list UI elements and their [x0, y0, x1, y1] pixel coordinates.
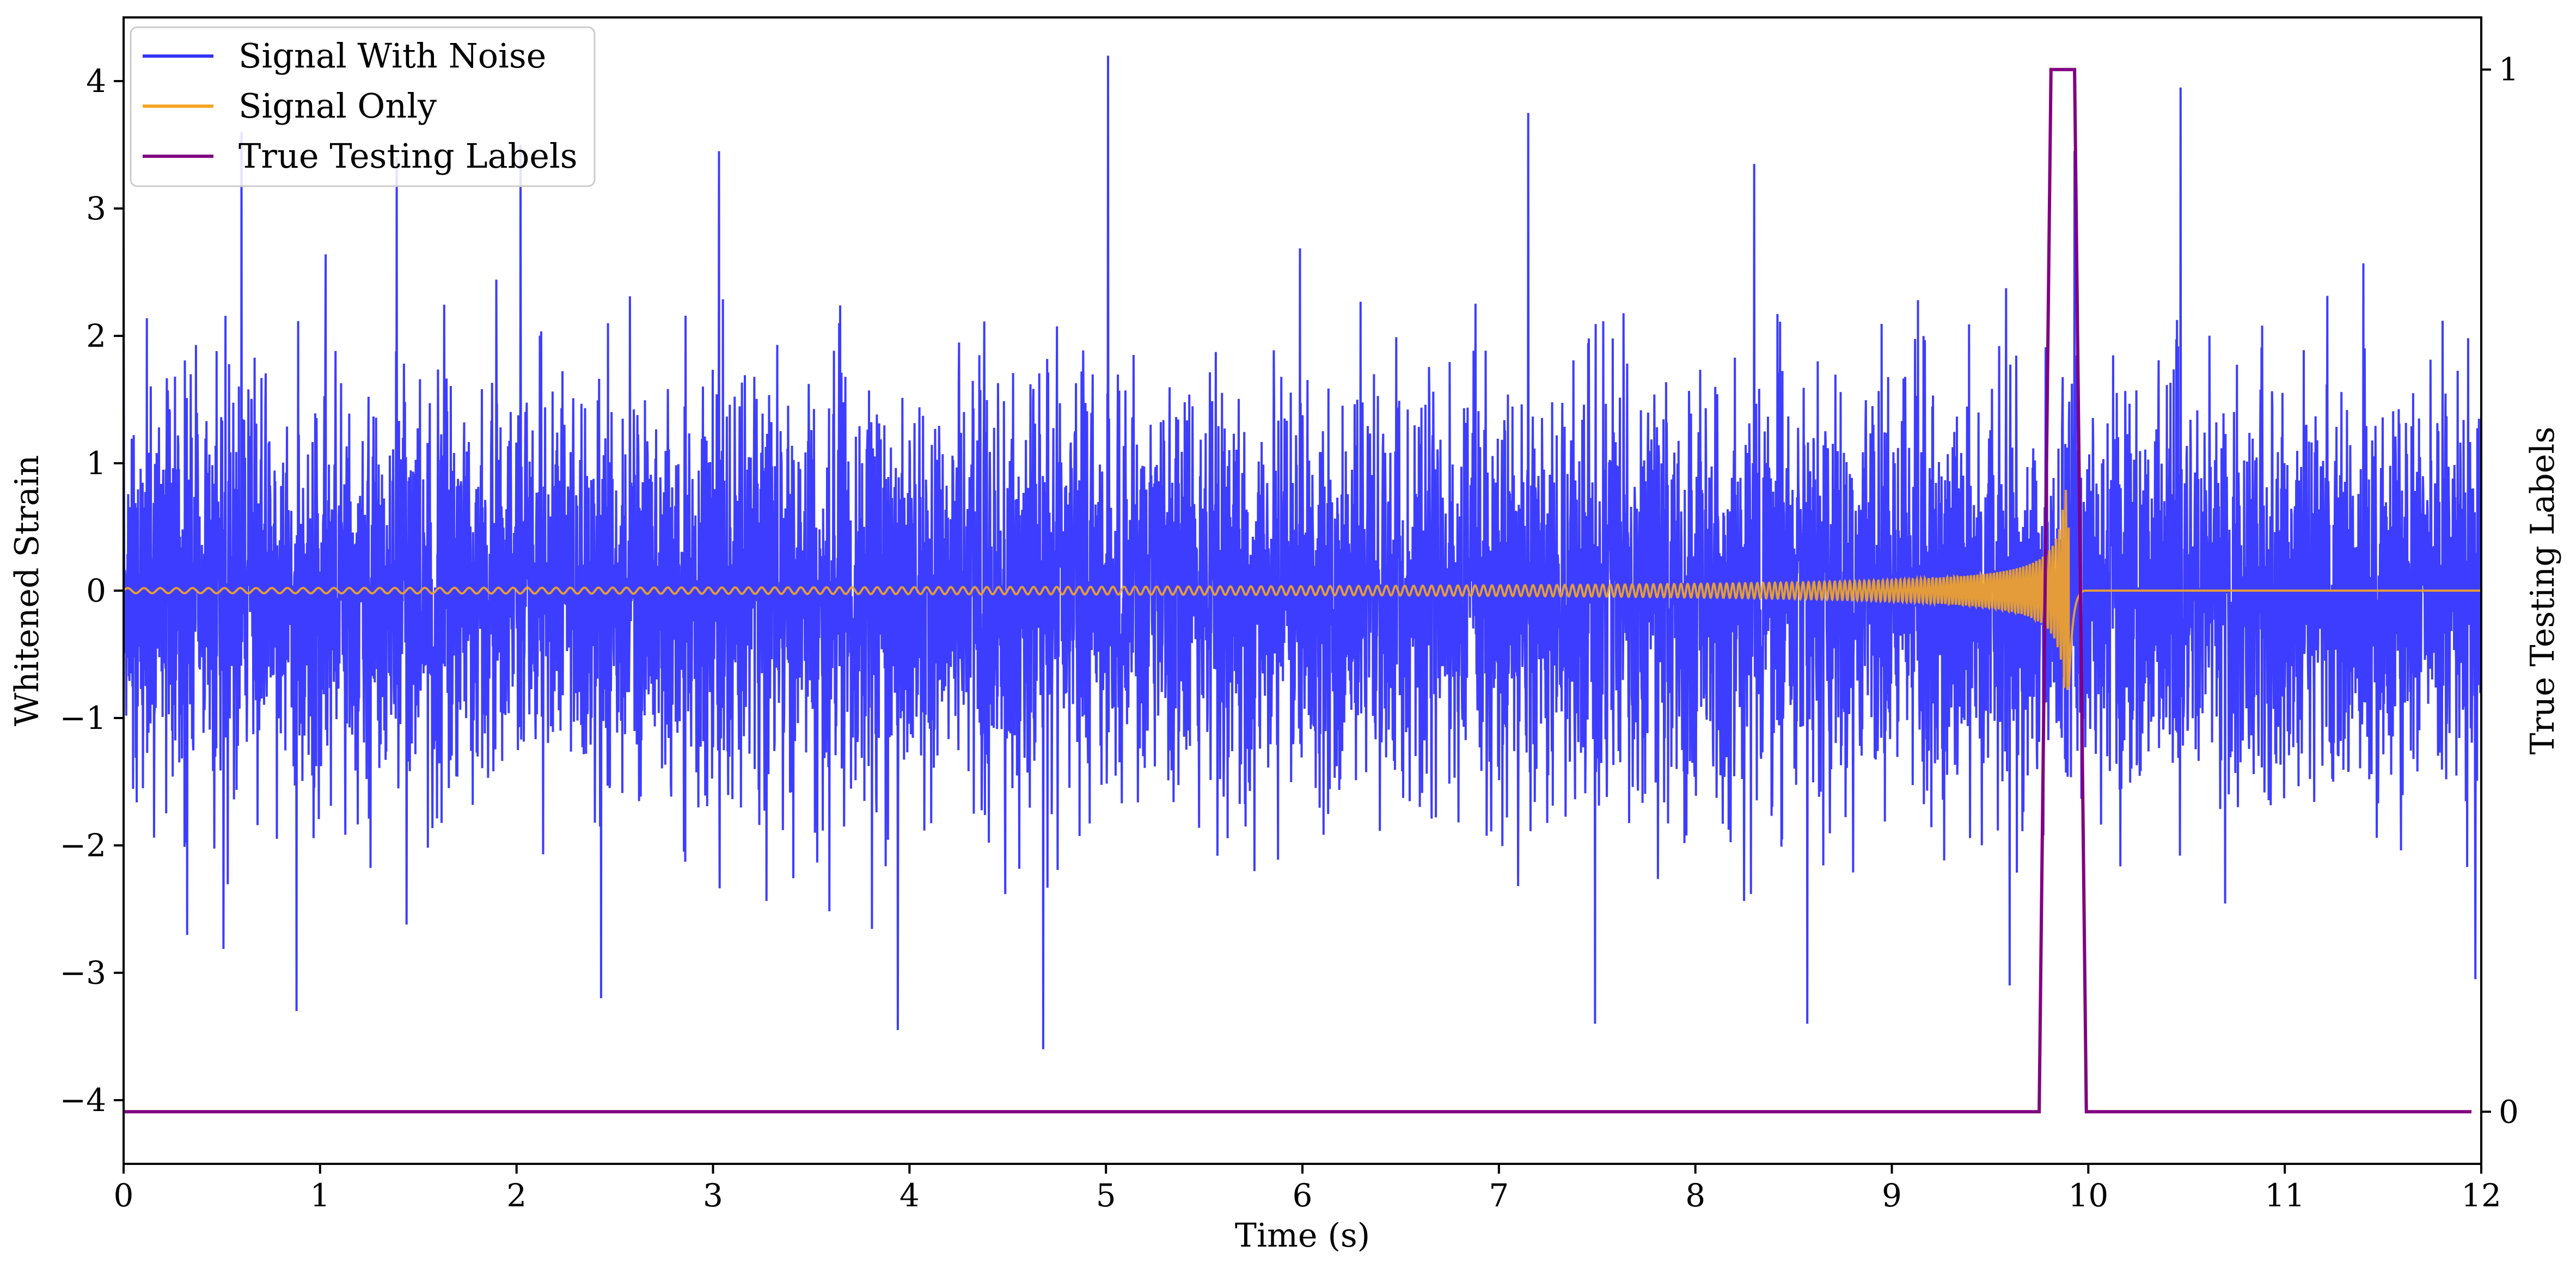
y-tick-label: 0 [86, 572, 106, 609]
y-tick-label: 4 [86, 63, 106, 100]
y2-tick-label: 1 [2499, 51, 2519, 88]
line-signal-only [123, 489, 2481, 690]
x-tick-label: 2 [506, 1177, 527, 1214]
y-tick-label: −3 [60, 954, 107, 991]
line-true-testing-labels [124, 68, 2471, 1114]
series-signal-only [123, 489, 2481, 690]
x-axis: 0 1 2 3 4 5 6 7 8 9 10 11 12 [114, 1164, 2501, 1214]
plot-area [123, 56, 2482, 1114]
x-tick-label: 6 [1293, 1177, 1313, 1214]
y-tick-label: −1 [60, 700, 107, 737]
legend-label-signal-with-noise: Signal With Noise [238, 36, 546, 76]
x-tick-label: 12 [2461, 1177, 2501, 1214]
x-tick-label: 10 [2068, 1177, 2108, 1214]
x-tick-label: 5 [1096, 1177, 1116, 1214]
line-signal-with-noise [123, 56, 2482, 1050]
y-tick-label: 3 [86, 190, 106, 227]
y2-axis-label: True Testing Labels [2524, 427, 2562, 755]
series-signal-with-noise [123, 56, 2482, 1050]
y-tick-label: 2 [86, 317, 106, 354]
x-axis-label: Time (s) [1235, 1217, 1370, 1255]
y-axis-left: −4 −3 −2 −1 0 1 2 3 4 [60, 63, 124, 1119]
legend-box [130, 26, 596, 187]
y-tick-label: −2 [60, 827, 107, 864]
legend-label-signal-only: Signal Only [238, 86, 437, 126]
x-tick-label: 11 [2265, 1177, 2305, 1214]
x-tick-label: 4 [900, 1177, 920, 1214]
x-tick-label: 1 [310, 1177, 330, 1214]
x-tick-label: 8 [1685, 1177, 1705, 1214]
x-tick-label: 9 [1882, 1177, 1902, 1214]
legend: Signal With Noise Signal Only True Testi… [130, 26, 596, 187]
y2-tick-label: 0 [2499, 1093, 2519, 1130]
series-true-testing-labels [124, 68, 2471, 1114]
y-axis-label: Whitened Strain [8, 455, 46, 726]
y-axis-right: 01 [2481, 51, 2519, 1130]
legend-label-true-testing-labels: True Testing Labels [238, 136, 578, 176]
x-tick-label: 3 [703, 1177, 723, 1214]
x-tick-label: 7 [1489, 1177, 1509, 1214]
x-tick-label: 0 [114, 1177, 134, 1214]
y-tick-label: −4 [60, 1082, 107, 1119]
y-tick-label: 1 [86, 445, 106, 482]
